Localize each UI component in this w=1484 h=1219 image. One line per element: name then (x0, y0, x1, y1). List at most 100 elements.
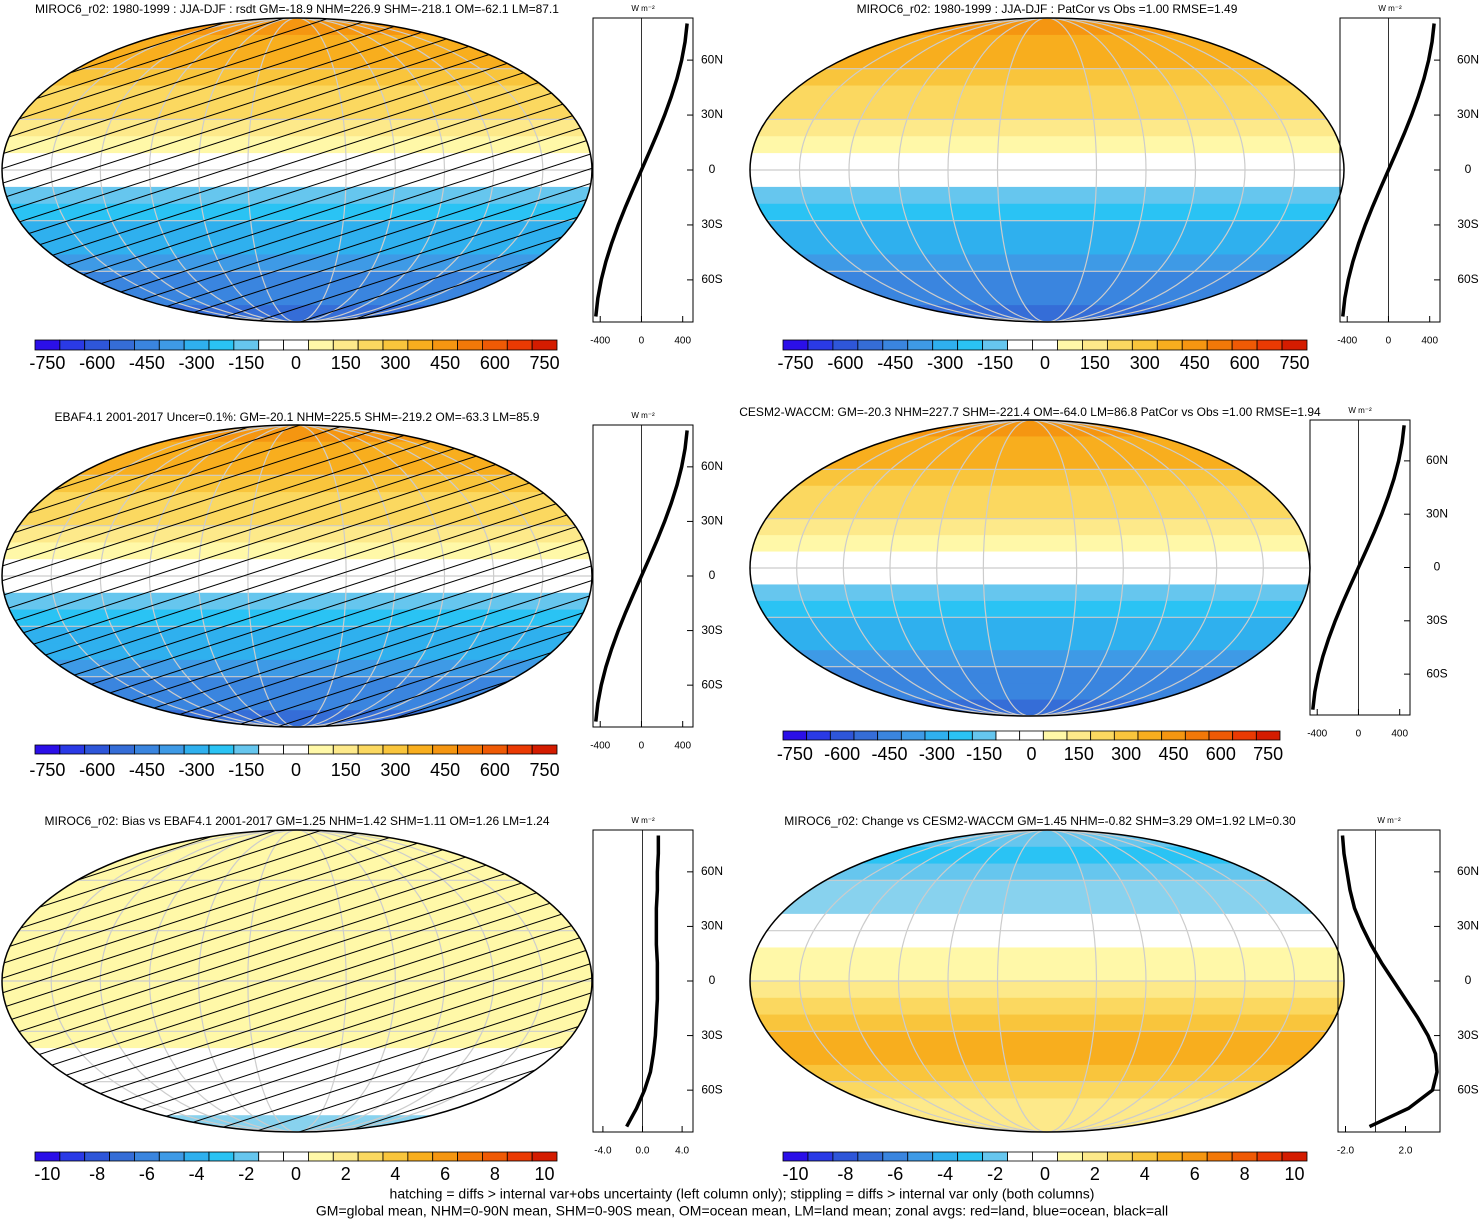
colorbar-box (457, 1151, 483, 1162)
zonal-profile (625, 835, 661, 1128)
map-band (750, 254, 1344, 272)
y-tick-label: 60N (1457, 52, 1479, 66)
y-tick-label: 30N (1457, 919, 1479, 933)
colorbar-box (1057, 339, 1083, 351)
map-band (750, 68, 1344, 87)
colorbar-label: 4 (1140, 1164, 1150, 1184)
colorbar-label: 150 (1080, 353, 1110, 373)
colorbar-box (1007, 339, 1033, 351)
y-tick-label: 0 (1465, 162, 1472, 176)
colorbar-label: 2 (1090, 1164, 1100, 1184)
map-band (750, 85, 1344, 103)
map (2, 18, 592, 322)
colorbar-box (1090, 730, 1115, 741)
footer-line: hatching = diffs > internal var+obs unce… (390, 1186, 1095, 1202)
colorbar-box (1181, 339, 1208, 351)
map-band (750, 1098, 1344, 1116)
colorbar-box (882, 339, 909, 351)
colorbar-box (1156, 339, 1183, 351)
y-tick-label: 60N (701, 459, 723, 473)
graticule (982, 420, 1078, 716)
colorbar-label: 6 (440, 1164, 450, 1184)
colorbar-label: 0 (291, 1164, 301, 1184)
colorbar-box (59, 1151, 86, 1162)
colorbar-label: -150 (228, 353, 264, 373)
x-tick-label: -400 (1307, 729, 1327, 740)
colorbar-box (807, 339, 834, 351)
map-band (750, 18, 1344, 36)
map-band (750, 51, 1344, 70)
graticule (996, 18, 1098, 322)
colorbar-box (531, 744, 558, 755)
colorbar-box (907, 339, 934, 351)
panel-title: MIROC6_r02: Bias vs EBAF4.1 2001-2017 GM… (44, 814, 549, 828)
colorbar-box (357, 339, 384, 351)
panel-title: MIROC6_r02: Change vs CESM2-WACCM GM=1.4… (784, 814, 1296, 828)
colorbar-box (829, 730, 855, 741)
units-label: W m⁻² (631, 816, 655, 825)
colorbar-box (982, 1151, 1008, 1162)
graticule (947, 18, 1147, 322)
colorbar-label: 300 (1111, 744, 1141, 764)
map-band (750, 683, 1310, 701)
colorbar-box (1066, 730, 1092, 741)
colorbar-box (308, 1151, 334, 1162)
colorbar-label: 300 (380, 353, 410, 373)
colorbar-box (482, 339, 508, 351)
panel-title: EBAF4.1 2001-2017 Uncer=0.1%: GM=-20.1 N… (55, 410, 540, 424)
colorbar-label: -750 (777, 744, 813, 764)
colorbar-box (995, 730, 1021, 741)
map-band (750, 930, 1344, 948)
map-band (750, 1031, 1344, 1049)
colorbar-label: -600 (827, 353, 863, 373)
colorbar-box (432, 339, 458, 351)
units-label: W m⁻² (1348, 406, 1372, 415)
colorbar-label: 4 (390, 1164, 400, 1184)
colorbar-label: -10 (34, 1164, 60, 1184)
colorbar-label: -600 (79, 760, 115, 780)
colorbar-box (482, 1151, 508, 1162)
colorbar-label: 150 (1064, 744, 1094, 764)
map-band (750, 102, 1344, 120)
colorbar-box (1032, 339, 1058, 351)
colorbar-label: 750 (1280, 353, 1310, 373)
zonal-profile (1311, 425, 1406, 710)
colorbar-label: -300 (927, 353, 963, 373)
colorbar-label: 8 (490, 1164, 500, 1184)
colorbar-box (1208, 730, 1234, 741)
y-tick-label: 30S (1457, 1028, 1478, 1042)
colorbar-label: 0 (1026, 744, 1036, 764)
colorbar-box (531, 1151, 558, 1162)
graticule (947, 830, 1147, 1132)
colorbar-box (1231, 339, 1258, 351)
colorbar-box (932, 339, 959, 351)
colorbar-box (1019, 730, 1044, 741)
map-band (750, 436, 1310, 454)
colorbar-label: -450 (871, 744, 907, 764)
colorbar-box (932, 1151, 959, 1162)
map-band (750, 288, 1344, 306)
zonal-profile (594, 23, 689, 317)
map-band (750, 600, 1310, 618)
colorbar-label: 300 (380, 760, 410, 780)
map-band (750, 420, 1310, 437)
y-tick-label: 30S (701, 623, 722, 637)
colorbar-label: 300 (1130, 353, 1160, 373)
colorbar-box (283, 339, 309, 351)
map-band (750, 1081, 1344, 1099)
map-band (750, 203, 1344, 222)
colorbar-box (109, 1151, 135, 1162)
colorbar-label: 10 (1285, 1164, 1305, 1184)
map-band (750, 947, 1344, 965)
map-band (750, 153, 1344, 171)
colorbar-label: 750 (1253, 744, 1283, 764)
x-tick-label: 2.0 (1399, 1146, 1413, 1157)
colorbar-box (482, 744, 508, 755)
x-tick-label: 400 (674, 336, 691, 347)
colorbar-label: 0 (1040, 1164, 1050, 1184)
colorbar-box (1137, 730, 1163, 741)
colorbar-label: -10 (782, 1164, 808, 1184)
colorbar-label: -6 (139, 1164, 155, 1184)
colorbar-box (308, 744, 334, 755)
